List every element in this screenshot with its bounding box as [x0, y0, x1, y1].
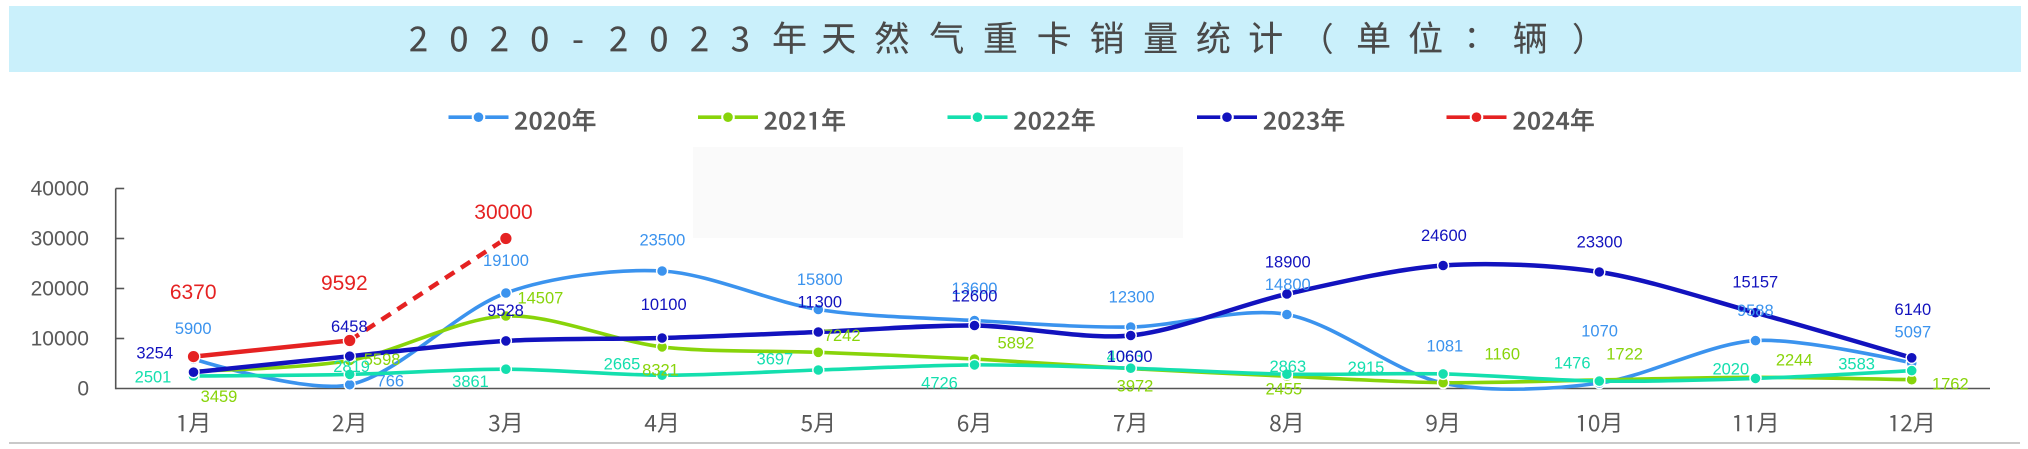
svg-text:2455: 2455 [1265, 381, 1302, 399]
svg-text:1762: 1762 [1932, 376, 1969, 394]
svg-text:0: 0 [77, 378, 89, 401]
svg-text:23300: 23300 [1577, 234, 1623, 252]
svg-text:9528: 9528 [487, 302, 524, 320]
svg-text:2020: 2020 [1712, 361, 1749, 379]
svg-text:3583: 3583 [1838, 356, 1875, 374]
svg-text:3254: 3254 [136, 344, 173, 362]
svg-text:4063: 4063 [1107, 348, 1144, 366]
svg-text:9588: 9588 [1737, 302, 1774, 320]
svg-text:3459: 3459 [201, 388, 238, 406]
svg-text:5900: 5900 [175, 320, 212, 338]
svg-text:11300: 11300 [797, 293, 842, 311]
svg-text:40000: 40000 [31, 178, 89, 201]
svg-text:1722: 1722 [1606, 346, 1643, 364]
svg-text:1070: 1070 [1581, 322, 1618, 340]
svg-text:10000: 10000 [31, 328, 89, 351]
svg-text:2915: 2915 [1348, 359, 1385, 377]
svg-text:3972: 3972 [1117, 377, 1154, 395]
svg-text:12600: 12600 [952, 287, 998, 305]
svg-text:10100: 10100 [641, 296, 687, 314]
svg-text:2665: 2665 [604, 356, 641, 374]
svg-text:6458: 6458 [331, 318, 368, 336]
svg-text:2244: 2244 [1776, 352, 1813, 370]
svg-text:20000: 20000 [31, 278, 89, 301]
svg-text:3697: 3697 [757, 351, 794, 369]
svg-text:6370: 6370 [170, 281, 217, 304]
svg-text:6140: 6140 [1895, 301, 1932, 319]
svg-text:14800: 14800 [1265, 276, 1311, 294]
svg-text:2863: 2863 [1269, 358, 1306, 376]
svg-text:13600: 13600 [952, 280, 998, 298]
svg-text:1081: 1081 [1427, 337, 1464, 355]
svg-text:14507: 14507 [517, 289, 563, 307]
svg-text:8321: 8321 [642, 362, 679, 380]
svg-text:23500: 23500 [639, 232, 685, 250]
svg-text:9592: 9592 [321, 272, 368, 295]
svg-text:766: 766 [377, 373, 405, 391]
svg-text:15157: 15157 [1732, 273, 1778, 291]
svg-text:1160: 1160 [1485, 346, 1520, 364]
svg-text:2501: 2501 [135, 369, 172, 387]
svg-text:5892: 5892 [998, 334, 1035, 352]
svg-text:5598: 5598 [364, 351, 401, 369]
svg-text:18900: 18900 [1265, 253, 1311, 271]
svg-text:4726: 4726 [921, 375, 958, 393]
svg-text:5097: 5097 [1895, 323, 1932, 341]
svg-text:15800: 15800 [797, 271, 843, 289]
svg-text:3861: 3861 [452, 373, 489, 391]
svg-text:7242: 7242 [824, 327, 861, 345]
svg-text:10600: 10600 [1107, 348, 1153, 366]
svg-text:1476: 1476 [1554, 355, 1591, 373]
svg-text:30000: 30000 [474, 201, 532, 224]
svg-text:12300: 12300 [1109, 288, 1155, 306]
svg-text:24600: 24600 [1421, 227, 1467, 245]
svg-text:30000: 30000 [31, 228, 89, 251]
svg-text:2819: 2819 [333, 358, 370, 376]
svg-text:19100: 19100 [483, 252, 529, 270]
